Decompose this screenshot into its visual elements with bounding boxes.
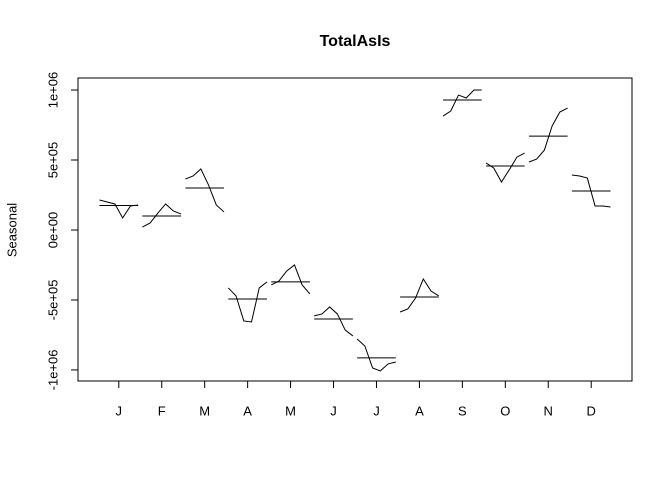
chart-title: TotalAsIs bbox=[320, 33, 391, 50]
x-tick-label: A bbox=[415, 403, 424, 418]
x-tick-label: A bbox=[243, 403, 252, 418]
subseries-line bbox=[356, 338, 396, 372]
x-tick-label: D bbox=[587, 403, 596, 418]
x-tick-label: J bbox=[330, 403, 337, 418]
x-tick-label: S bbox=[458, 403, 467, 418]
subseries-line bbox=[314, 306, 354, 337]
subseries-line bbox=[99, 199, 139, 219]
x-tick-label: N bbox=[544, 403, 553, 418]
x-tick-label: J bbox=[116, 403, 123, 418]
x-tick-label: O bbox=[500, 403, 510, 418]
subseries-line bbox=[528, 107, 568, 163]
y-tick-label: 5e+05 bbox=[45, 142, 60, 179]
subseries-line bbox=[271, 264, 311, 295]
y-tick-label: 0e+00 bbox=[45, 212, 60, 249]
plot-frame bbox=[77, 77, 633, 382]
y-tick-label: -1e+06 bbox=[45, 350, 60, 391]
x-tick-label: M bbox=[199, 403, 210, 418]
y-tick-label: -5e+05 bbox=[45, 280, 60, 321]
subseries-line bbox=[227, 281, 268, 323]
x-tick-label: F bbox=[158, 403, 166, 418]
x-tick-label: J bbox=[373, 403, 380, 418]
subseries-line bbox=[185, 168, 225, 213]
subseries-line bbox=[399, 277, 440, 313]
x-tick-label: M bbox=[285, 403, 296, 418]
subseries-line bbox=[571, 174, 611, 208]
subseries-line bbox=[142, 203, 182, 228]
subseries-line bbox=[442, 89, 482, 117]
y-axis-label: Seasonal bbox=[4, 203, 19, 257]
y-tick-label: 1e+06 bbox=[45, 72, 60, 109]
subseries-line bbox=[485, 152, 525, 183]
